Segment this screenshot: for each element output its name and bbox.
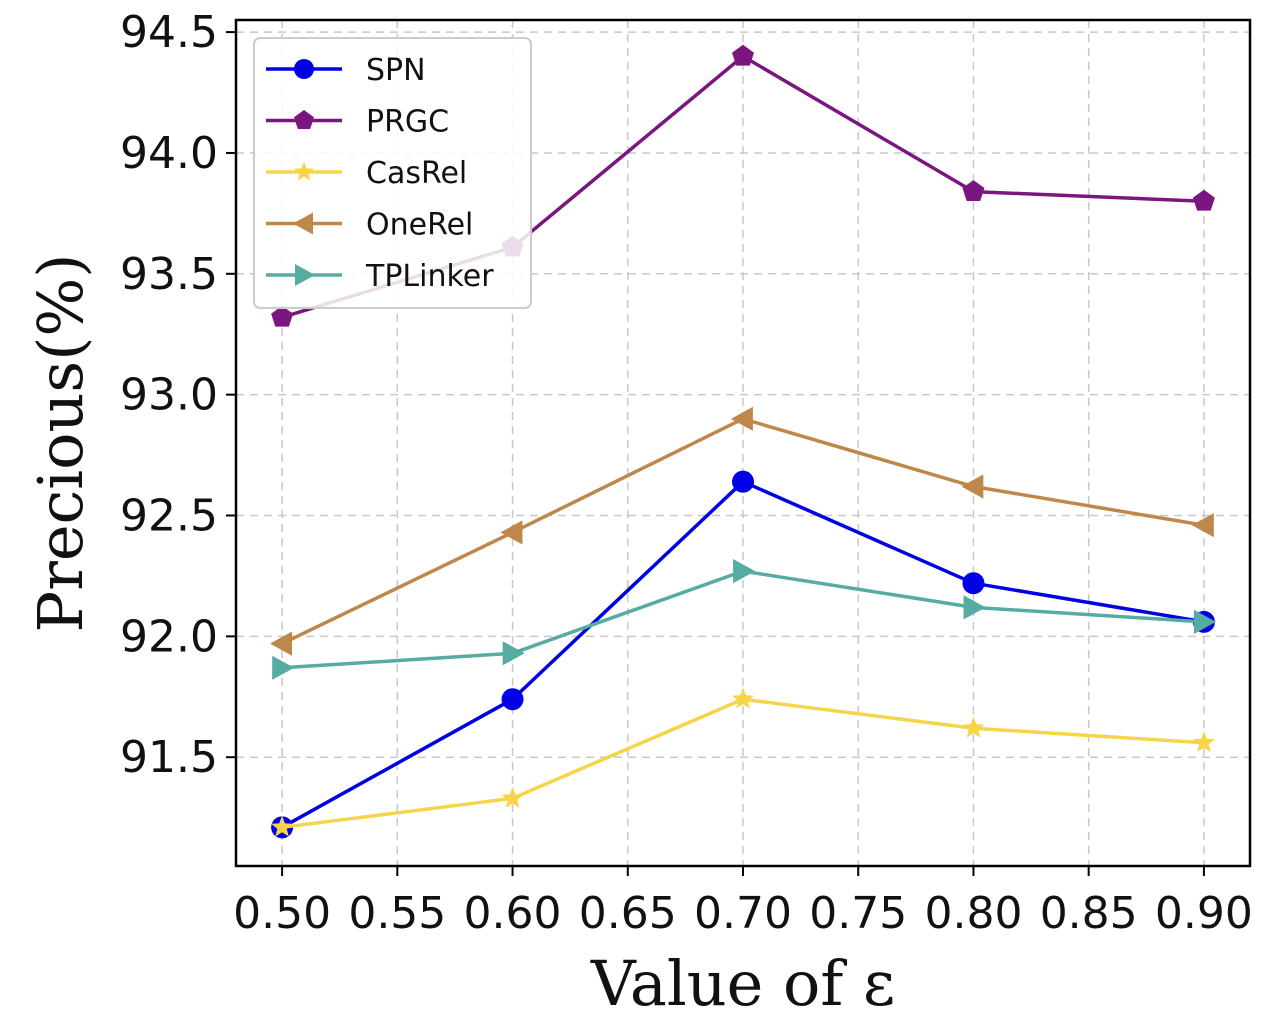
data-point-tplinker bbox=[733, 559, 756, 584]
x-axis-title: Value of ε bbox=[590, 947, 895, 1018]
series-onerel bbox=[269, 406, 1214, 656]
legend-item-onerel: OneRel bbox=[266, 208, 473, 243]
legend-marker-spn bbox=[294, 59, 314, 79]
legend-box bbox=[253, 37, 532, 309]
x-tick-label: 0.65 bbox=[579, 888, 677, 939]
legend-label-prgc: PRGC bbox=[366, 105, 449, 140]
legend-marker-prgc bbox=[294, 110, 314, 129]
x-tick-label: 0.70 bbox=[694, 888, 792, 939]
data-point-prgc bbox=[732, 44, 754, 66]
y-tick-label: 91.5 bbox=[120, 732, 218, 783]
x-tick-label: 0.85 bbox=[1040, 888, 1138, 939]
y-tick-label: 93.0 bbox=[120, 370, 218, 421]
data-point-tplinker bbox=[1194, 609, 1217, 634]
data-point-spn bbox=[501, 688, 524, 711]
x-tick-label: 0.60 bbox=[464, 888, 562, 939]
legend-item-casrel: CasRel bbox=[266, 156, 467, 191]
data-point-prgc bbox=[1192, 189, 1215, 211]
data-point-casrel bbox=[271, 815, 294, 837]
data-point-casrel bbox=[962, 716, 985, 738]
data-point-tplinker bbox=[963, 595, 986, 620]
x-tick-label: 0.75 bbox=[809, 888, 907, 939]
y-tick-label: 94.0 bbox=[120, 128, 218, 179]
data-point-casrel bbox=[501, 786, 524, 808]
grid bbox=[236, 20, 1250, 866]
y-axis-title: Precious(%) bbox=[24, 254, 97, 633]
data-point-tplinker bbox=[272, 655, 295, 680]
data-point-tplinker bbox=[502, 641, 525, 666]
x-tick-label: 0.50 bbox=[233, 888, 331, 939]
legend-marker-onerel bbox=[293, 212, 313, 235]
y-tick-label: 92.0 bbox=[120, 611, 218, 662]
x-tick-label: 0.55 bbox=[348, 888, 446, 939]
y-tick-label: 93.5 bbox=[120, 249, 218, 300]
data-point-prgc bbox=[962, 180, 985, 201]
series-casrel bbox=[271, 687, 1215, 837]
data-point-casrel bbox=[732, 687, 754, 709]
legend-label-onerel: OneRel bbox=[366, 208, 473, 243]
legend-item-spn: SPN bbox=[266, 53, 426, 88]
legend: SPN PRGC CasRel OneRel TPLinker bbox=[253, 37, 532, 309]
data-point-onerel bbox=[269, 631, 292, 656]
legend-label-tplinker: TPLinker bbox=[365, 259, 494, 294]
data-point-onerel bbox=[500, 520, 523, 545]
legend-item-prgc: PRGC bbox=[266, 105, 449, 140]
data-point-onerel bbox=[730, 406, 753, 431]
series-tplinker bbox=[272, 559, 1217, 680]
y-tick-label: 92.5 bbox=[120, 491, 218, 542]
legend-label-casrel: CasRel bbox=[366, 156, 467, 191]
legend-marker-casrel bbox=[294, 161, 314, 181]
data-point-casrel bbox=[1192, 731, 1215, 753]
series-layer bbox=[269, 44, 1217, 839]
data-point-onerel bbox=[1191, 513, 1214, 538]
data-point-spn bbox=[732, 470, 754, 493]
legend-item-tplinker: TPLinker bbox=[266, 259, 494, 294]
x-tick-label: 0.90 bbox=[1155, 888, 1253, 939]
axis-ticks: 0.50 0.55 0.60 0.65 0.70 0.75 0.80 0.85 0.90 91.5… bbox=[120, 7, 1253, 939]
data-point-onerel bbox=[961, 474, 984, 499]
x-tick-label: 0.80 bbox=[924, 888, 1022, 939]
data-point-prgc bbox=[271, 305, 294, 327]
legend-label-spn: SPN bbox=[366, 53, 426, 88]
legend-marker-tplinker bbox=[295, 264, 315, 286]
data-point-spn bbox=[962, 572, 985, 595]
y-tick-label: 94.5 bbox=[120, 7, 218, 58]
